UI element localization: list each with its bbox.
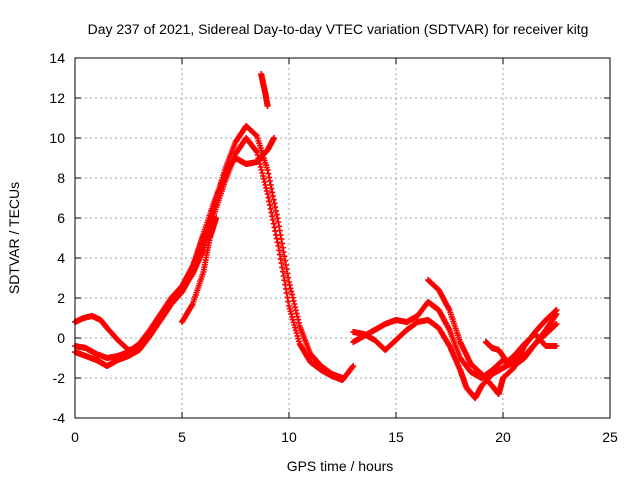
y-tick-label: 8 — [57, 170, 65, 186]
y-tick-label: 6 — [57, 210, 65, 226]
series-trace-9 — [482, 331, 560, 365]
series-marks — [482, 331, 560, 365]
series-marks — [350, 311, 560, 401]
x-tick-label: 10 — [281, 429, 297, 445]
y-tick-label: -4 — [53, 410, 66, 426]
x-tick-label: 20 — [495, 429, 511, 445]
x-tick-label: 25 — [602, 429, 618, 445]
y-axis-label: SDTVAR / TECUs — [6, 182, 22, 294]
x-axis-label: GPS time / hours — [287, 458, 394, 474]
data-points — [72, 71, 560, 401]
x-tick-label: 0 — [71, 429, 79, 445]
y-tick-label: 12 — [49, 90, 65, 106]
y-tick-label: 10 — [49, 130, 65, 146]
y-tick-label: 2 — [57, 290, 65, 306]
grid-lines — [75, 58, 610, 418]
x-tick-label: 15 — [388, 429, 404, 445]
chart-title: Day 237 of 2021, Sidereal Day-to-day VTE… — [88, 21, 589, 37]
x-tick-label: 5 — [178, 429, 186, 445]
series-trace-7 — [350, 311, 560, 401]
axis-ticks: 0 5 10 15 20 25 -4 -2 0 2 4 6 8 10 12 14 — [49, 50, 618, 445]
series-trace-5 — [258, 71, 271, 109]
series-marks — [179, 215, 220, 325]
y-tick-label: 4 — [57, 250, 65, 266]
y-tick-label: 14 — [49, 50, 65, 66]
y-tick-label: -2 — [53, 370, 66, 386]
series-trace-4 — [179, 215, 220, 325]
series-marks — [258, 71, 271, 109]
y-tick-label: 0 — [57, 330, 65, 346]
plot-frame — [74, 57, 611, 419]
